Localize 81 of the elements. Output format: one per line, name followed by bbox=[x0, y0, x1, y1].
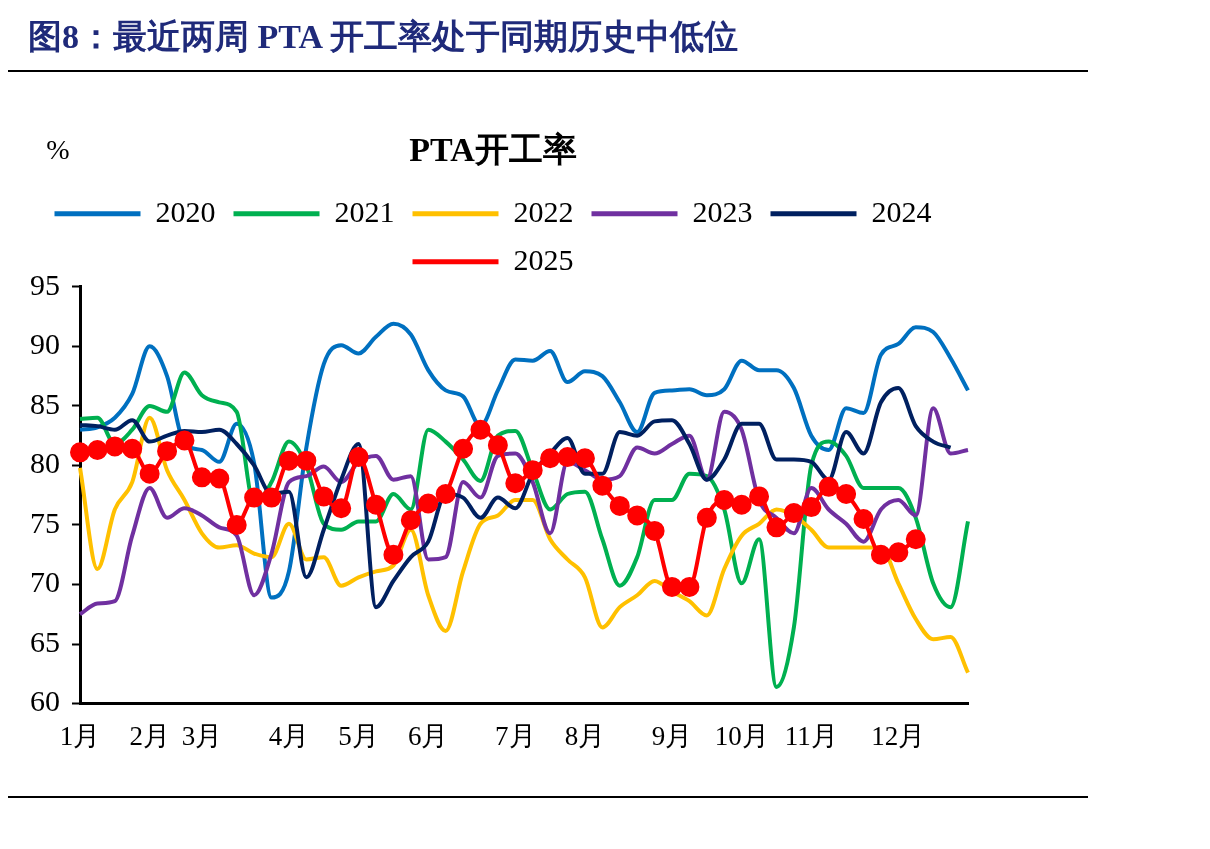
point bbox=[435, 484, 456, 505]
point bbox=[818, 476, 839, 497]
line-series bbox=[78, 415, 970, 675]
point bbox=[836, 484, 857, 505]
point bbox=[557, 447, 578, 468]
point bbox=[783, 503, 804, 524]
point bbox=[644, 520, 665, 541]
point bbox=[418, 493, 439, 514]
point bbox=[191, 467, 212, 488]
point bbox=[905, 529, 926, 550]
line-series bbox=[78, 370, 970, 689]
point bbox=[749, 486, 770, 507]
legend-label: 2024 bbox=[871, 194, 932, 228]
x-tick-label: 5月 bbox=[338, 720, 379, 751]
y-axis-title: % bbox=[46, 134, 70, 166]
x-tick-label: 6月 bbox=[407, 720, 449, 751]
point bbox=[383, 544, 404, 565]
point bbox=[278, 450, 299, 471]
y-tick-label: 65 bbox=[30, 624, 60, 658]
x-tick-label: 9月 bbox=[651, 720, 693, 751]
point bbox=[174, 430, 195, 451]
point bbox=[226, 514, 247, 535]
point bbox=[714, 489, 735, 510]
point bbox=[662, 576, 682, 597]
point bbox=[348, 447, 369, 468]
point bbox=[609, 495, 630, 516]
y-tick-label: 75 bbox=[30, 505, 60, 539]
legend-label: 2025 bbox=[513, 242, 574, 276]
legend-label: 2022 bbox=[513, 194, 574, 228]
x-tick-label: 12月 bbox=[871, 720, 926, 751]
legend-label: 2020 bbox=[155, 194, 216, 228]
point bbox=[313, 486, 334, 507]
point bbox=[400, 510, 421, 531]
point bbox=[540, 448, 561, 469]
point bbox=[296, 450, 317, 471]
point bbox=[209, 468, 230, 489]
y-tick-label: 95 bbox=[30, 267, 60, 301]
y-tick-label: 90 bbox=[30, 327, 60, 361]
point bbox=[627, 505, 648, 526]
point bbox=[574, 448, 595, 469]
x-tick-label: 7月 bbox=[495, 720, 536, 751]
x-tick-label: 10月 bbox=[714, 720, 769, 751]
point bbox=[366, 494, 386, 515]
legend-label: 2021 bbox=[334, 194, 395, 228]
point bbox=[104, 436, 125, 457]
point bbox=[888, 542, 909, 563]
point bbox=[453, 438, 474, 459]
x-tick-label: 3月 bbox=[181, 720, 223, 751]
point bbox=[731, 494, 752, 515]
point bbox=[592, 475, 613, 496]
point bbox=[244, 487, 265, 508]
x-tick-label: 2月 bbox=[129, 720, 170, 751]
point bbox=[766, 517, 787, 538]
point bbox=[70, 442, 90, 463]
point bbox=[470, 419, 491, 440]
point bbox=[870, 544, 891, 565]
point bbox=[487, 435, 508, 456]
x-tick-label: 11月 bbox=[784, 720, 838, 751]
x-tick-label: 1月 bbox=[59, 720, 101, 751]
x-tick-label: 8月 bbox=[564, 720, 606, 751]
point bbox=[331, 498, 352, 519]
y-tick-label: 60 bbox=[30, 684, 60, 718]
y-tick-label: 70 bbox=[30, 565, 60, 599]
point bbox=[679, 576, 700, 597]
chart-title: 图8：最近两周 PTA 开工率处于同期历史中低位 bbox=[8, 8, 1088, 72]
point bbox=[87, 439, 108, 460]
point bbox=[522, 460, 543, 481]
point bbox=[122, 438, 143, 459]
y-tick-label: 80 bbox=[30, 446, 60, 480]
point bbox=[853, 509, 874, 530]
point bbox=[505, 473, 526, 494]
x-tick-label: 4月 bbox=[268, 720, 310, 751]
point bbox=[157, 441, 178, 462]
chart-subtitle: PTA开工率 bbox=[409, 131, 577, 169]
point bbox=[801, 497, 822, 518]
y-tick-label: 85 bbox=[30, 386, 60, 420]
legend-label: 2023 bbox=[692, 194, 753, 228]
point bbox=[261, 487, 282, 508]
point bbox=[696, 507, 717, 528]
point bbox=[139, 463, 160, 484]
line-series bbox=[78, 321, 970, 600]
